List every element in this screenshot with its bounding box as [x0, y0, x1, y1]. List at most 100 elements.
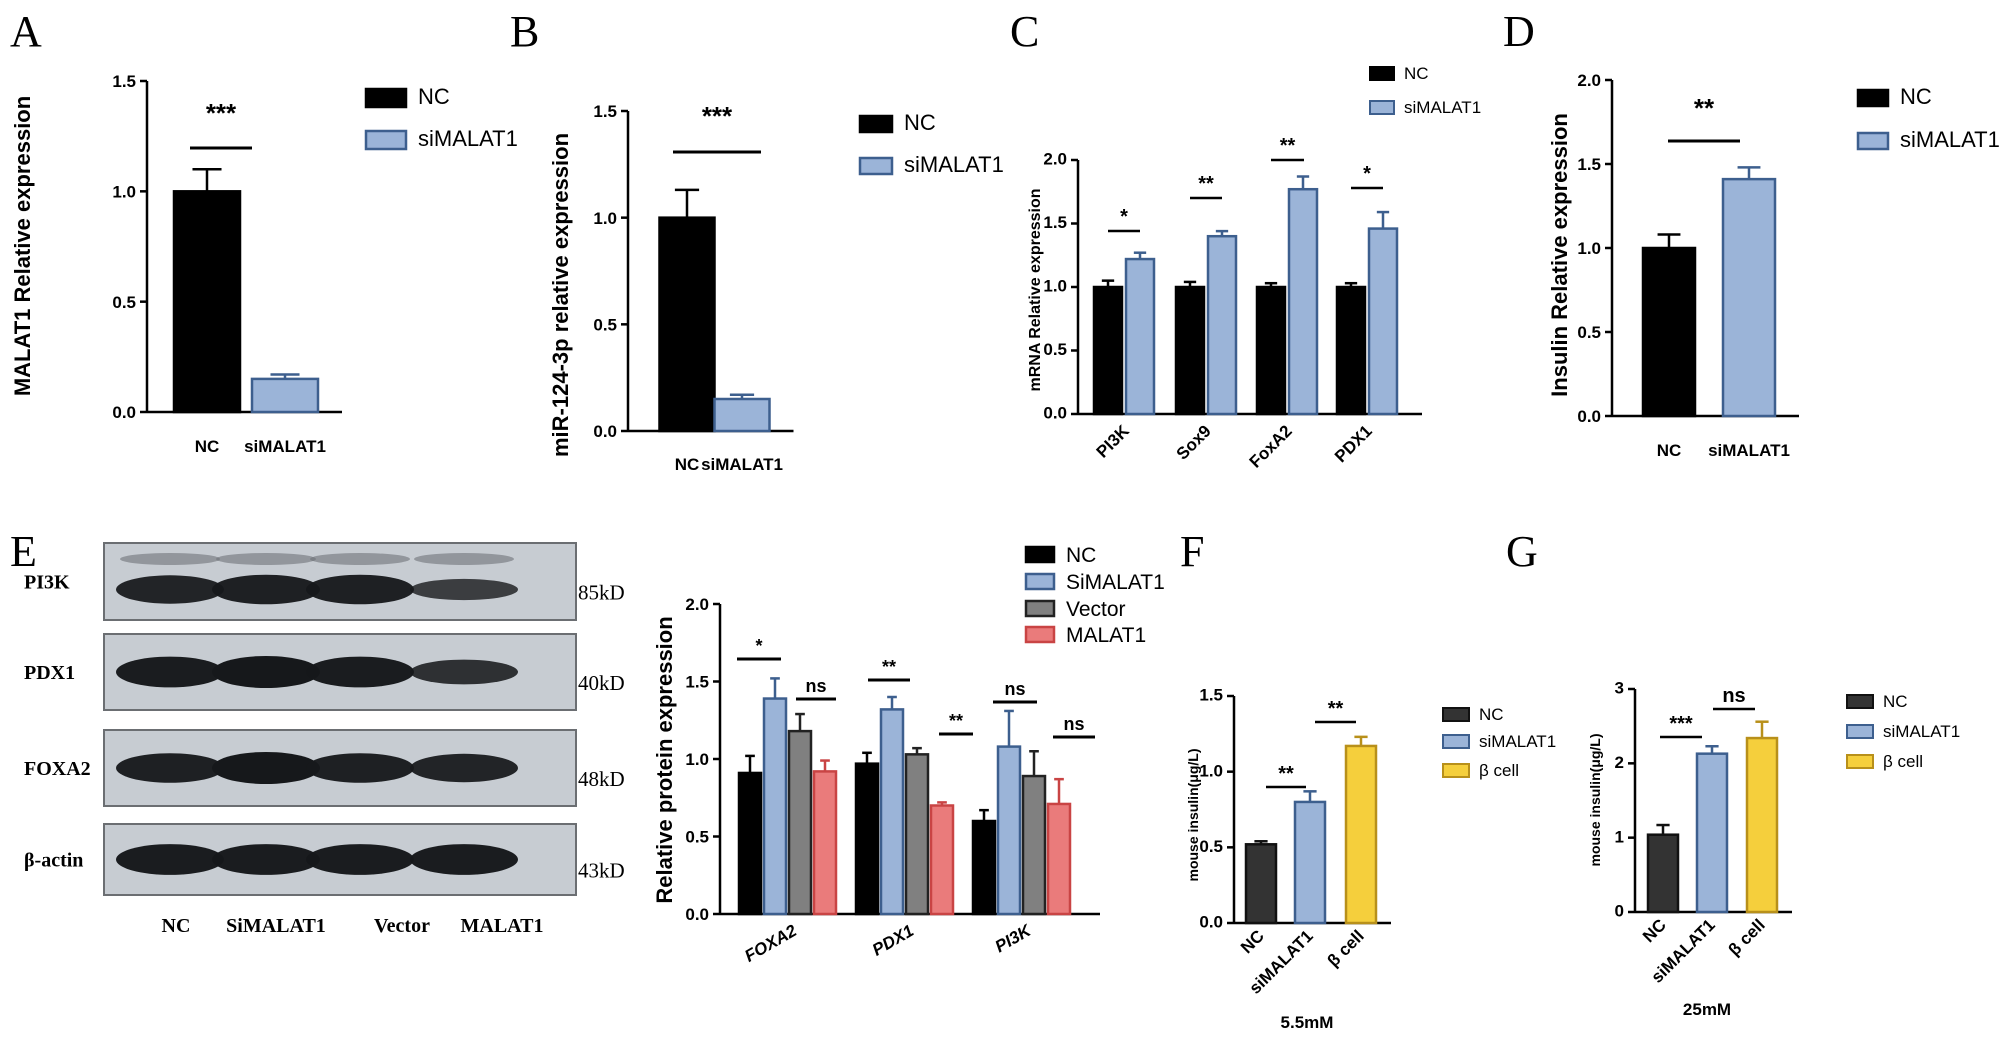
bar-nc-foxa2 [737, 771, 763, 916]
legend-label: β cell [1883, 752, 1923, 771]
blot-kd-label: 48kD [578, 767, 625, 791]
legend-label: MALAT1 [1066, 624, 1146, 647]
legend-label: NC [418, 84, 450, 109]
y-tick-label: 1.5 [1199, 686, 1223, 705]
bar-vector-pdx1 [904, 753, 930, 916]
blot-band-faint [120, 553, 220, 565]
bar-simalat1-foxa2 [762, 697, 788, 916]
y-tick-label: 1.5 [685, 673, 709, 692]
legend-swatch [1856, 131, 1890, 151]
y-tick-label: 0.5 [1043, 340, 1067, 359]
x-category-label: β cell [1725, 915, 1769, 959]
y-tick-label: 0.0 [593, 422, 617, 441]
bar-β-cell [1745, 736, 1779, 914]
significance-label: *** [702, 101, 733, 131]
blot-band [306, 574, 414, 605]
bar-simalat1 [1695, 752, 1729, 914]
legend-swatch [1369, 100, 1395, 115]
bar-β-cell [1344, 744, 1378, 925]
y-axis-title: Relative protein expression [652, 616, 677, 903]
blot-lane-label: SiMALAT1 [226, 915, 326, 937]
legend-swatch [1846, 754, 1874, 769]
bar-simalat1 [1721, 177, 1777, 418]
legend-label: siMALAT1 [1479, 732, 1556, 751]
y-tick-label: 1.0 [685, 750, 709, 769]
x-axis-title: 5.5mM [1281, 1013, 1334, 1032]
y-tick-label: 1.0 [593, 209, 617, 228]
legend-swatch [1024, 572, 1056, 591]
bar-nc-pdx1 [854, 762, 880, 916]
legend-label: siMALAT1 [1404, 98, 1481, 117]
y-tick-label: 2 [1615, 753, 1624, 772]
chart-panel-g: 0 1 2 3 mouse insulin(μg/L) NC siMALAT1 β cell *… [1587, 679, 1960, 1019]
bar-simalat1-pdx1 [1367, 227, 1399, 416]
x-category-label: NC [675, 455, 700, 474]
bar-simalat1 [250, 377, 320, 414]
blot-lane-label: NC [162, 915, 191, 937]
bar-vector-pi3k [1021, 774, 1047, 916]
legend-swatch [1856, 88, 1890, 108]
blot-band [410, 578, 518, 601]
y-tick-label: 1.5 [1577, 155, 1601, 174]
bar-nc [658, 216, 716, 433]
significance-label: ** [1328, 698, 1344, 720]
legend-swatch [1024, 599, 1056, 618]
panel-label-g: G [1506, 527, 1538, 576]
legend-label: siMALAT1 [904, 152, 1004, 177]
y-tick-label: 0.0 [1577, 407, 1601, 426]
bar-simalat1-pi3k [996, 745, 1022, 916]
y-tick-label: 1.5 [112, 72, 136, 91]
legend-label: siMALAT1 [1883, 722, 1960, 741]
panel-label-d: D [1503, 7, 1535, 56]
blot-row-label: PI3K [24, 572, 70, 594]
y-tick-label: 0.5 [112, 293, 136, 312]
bar-simalat1-sox9 [1206, 234, 1238, 416]
blot-band [212, 574, 320, 605]
chart-panel-e: 0.0 0.5 1.0 1.5 2.0 Relative protein expressi… [652, 544, 1165, 966]
x-category-label: Sox9 [1173, 421, 1215, 463]
significance-label: ** [949, 711, 963, 731]
blot-row-label: β-actin [24, 850, 83, 872]
significance-label: *** [1669, 713, 1693, 735]
legend-swatch [858, 114, 894, 134]
chart-panel-a: 0.0 0.5 1.0 1.5 MALAT1 Relative expression NC… [10, 72, 518, 456]
x-category-label: NC [195, 437, 220, 456]
significance-label: *** [206, 98, 237, 128]
bar-malat1-pi3k [1046, 802, 1072, 916]
legend-label: NC [1066, 544, 1096, 567]
x-category-label: PDX1 [1331, 421, 1376, 466]
blot-band [306, 844, 414, 875]
x-category-label: β cell [1324, 926, 1368, 970]
y-tick-label: 2.0 [685, 595, 709, 614]
significance-label: * [1363, 163, 1371, 185]
y-axis-title: MALAT1 Relative expression [10, 96, 35, 396]
y-tick-label: 1.5 [593, 102, 617, 121]
y-tick-label: 0.5 [1577, 323, 1601, 342]
legend-label: siMALAT1 [1900, 127, 2000, 152]
bar-simalat1 [713, 397, 771, 433]
bar-nc [172, 190, 242, 414]
blot-band [410, 659, 518, 685]
western-blot-panel: PI3K 85kD PDX1 40kD FOXA2 48kD β-actin 43kD NC Si… [24, 542, 625, 937]
significance-label: ns [805, 676, 826, 696]
significance-label: ** [1278, 763, 1294, 785]
legend-swatch [1024, 545, 1056, 564]
legend-label: SiMALAT1 [1066, 571, 1165, 594]
blot-band [116, 575, 224, 604]
charts-layer: 0.0 0.5 1.0 1.5 MALAT1 Relative expression NC… [10, 64, 2000, 1032]
blot-band [212, 752, 320, 784]
blot-lane-label: Vector [374, 915, 430, 937]
legend-label: siMALAT1 [418, 126, 518, 151]
panel-label-e: E [10, 527, 37, 576]
panel-label-f: F [1180, 527, 1204, 576]
significance-label: ns [1063, 714, 1084, 734]
significance-label: * [1120, 206, 1128, 228]
significance-label: * [755, 636, 762, 656]
blot-band [116, 656, 224, 688]
bar-simalat1-foxa2 [1287, 187, 1319, 416]
legend-label: NC [1404, 64, 1429, 83]
y-axis-title: mRNA Relative expression [1027, 188, 1044, 391]
blot-band [410, 844, 518, 875]
panel-label-c: C [1010, 7, 1039, 56]
legend-label: NC [1883, 692, 1908, 711]
